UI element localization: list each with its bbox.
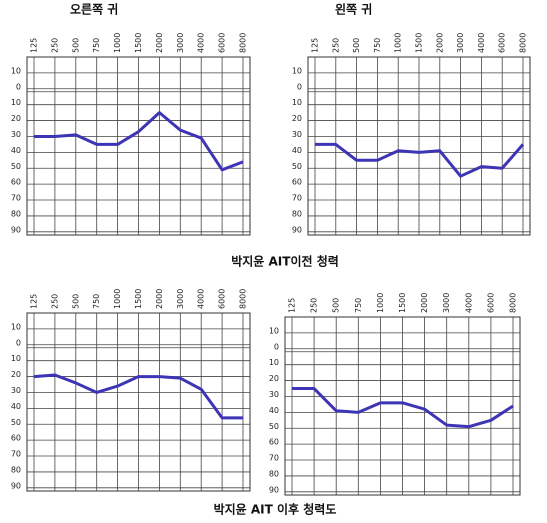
y-tick-label: 50 [292, 162, 302, 171]
x-tick-label: 3000 [176, 289, 185, 309]
y-tick-label: 10 [269, 326, 279, 335]
y-tick-label: 40 [269, 406, 279, 415]
x-tick-label: 125 [288, 298, 297, 313]
y-tick-label: 50 [11, 162, 21, 171]
y-tick-label: 90 [11, 481, 21, 490]
y-tick-label: 80 [11, 209, 21, 218]
x-tick-label: 6000 [498, 33, 507, 53]
y-tick-label: 20 [269, 374, 279, 383]
x-tick-label: 1500 [398, 293, 407, 313]
y-tick-label: 90 [11, 225, 21, 234]
y-tick-label: 40 [292, 146, 302, 155]
x-tick-label: 500 [71, 38, 80, 53]
y-tick-label: 60 [269, 438, 279, 447]
y-tick-label: 0 [274, 342, 279, 351]
x-tick-label: 125 [30, 38, 39, 53]
y-tick-label: 50 [269, 422, 279, 431]
threshold-line [292, 387, 514, 429]
x-tick-label: 500 [71, 294, 80, 309]
x-tick-label: 2000 [435, 33, 444, 53]
x-tick-label: 8000 [519, 33, 528, 53]
y-tick-label: 10 [11, 98, 21, 107]
x-tick-label: 250 [50, 38, 59, 53]
x-tick-label: 250 [50, 294, 59, 309]
x-tick-label: 1000 [394, 33, 403, 53]
x-tick-label: 750 [373, 38, 382, 53]
y-tick-label: 80 [292, 209, 302, 218]
x-tick-label: 2000 [155, 289, 164, 309]
x-tick-label: 750 [92, 294, 101, 309]
y-tick-label: 30 [292, 130, 302, 139]
x-tick-label: 1500 [134, 33, 143, 53]
x-tick-label: 3000 [176, 33, 185, 53]
x-tick-label: 6000 [218, 289, 227, 309]
x-tick-label: 750 [92, 38, 101, 53]
x-tick-label: 2000 [420, 293, 429, 313]
y-tick-label: 70 [11, 194, 21, 203]
y-tick-label: 40 [11, 402, 21, 411]
x-tick-label: 4000 [477, 33, 486, 53]
y-tick-label: 70 [269, 454, 279, 463]
x-tick-label: 750 [354, 298, 363, 313]
y-tick-label: 10 [269, 358, 279, 367]
x-tick-label: 8000 [239, 289, 248, 309]
x-tick-label: 8000 [509, 293, 518, 313]
y-tick-label: 50 [11, 418, 21, 427]
x-tick-label: 1000 [113, 289, 122, 309]
x-tick-label: 1000 [376, 293, 385, 313]
x-tick-label: 3000 [442, 293, 451, 313]
x-tick-label: 4000 [197, 289, 206, 309]
y-tick-label: 0 [16, 82, 21, 91]
y-tick-label: 0 [16, 338, 21, 347]
y-tick-label: 90 [292, 225, 302, 234]
x-tick-label: 500 [332, 298, 341, 313]
y-tick-label: 0 [297, 82, 302, 91]
caption: 박지윤 AIT이전 청력 [231, 254, 339, 269]
caption: 박지윤 AIT 이후 청력도 [214, 502, 337, 517]
x-tick-label: 4000 [464, 293, 473, 313]
y-tick-label: 70 [292, 194, 302, 203]
x-tick-label: 6000 [218, 33, 227, 53]
x-tick-label: 2000 [155, 33, 164, 53]
x-tick-label: 3000 [456, 33, 465, 53]
y-tick-label: 10 [292, 98, 302, 107]
y-tick-label: 90 [269, 485, 279, 494]
y-tick-label: 10 [11, 66, 21, 75]
x-tick-label: 125 [311, 38, 320, 53]
x-tick-label: 500 [352, 38, 361, 53]
threshold-line [33, 373, 243, 420]
threshold-line [315, 142, 525, 178]
x-tick-label: 250 [331, 38, 340, 53]
y-tick-label: 20 [11, 370, 21, 379]
x-tick-label: 1500 [134, 289, 143, 309]
y-tick-label: 40 [11, 146, 21, 155]
y-tick-label: 60 [292, 178, 302, 187]
chart-title: 왼쪽 귀 [335, 2, 372, 17]
y-tick-label: 70 [11, 450, 21, 459]
threshold-line [34, 111, 244, 172]
chart-title: 오른쪽 귀 [70, 2, 118, 17]
y-tick-label: 30 [11, 386, 21, 395]
y-tick-label: 10 [11, 354, 21, 363]
y-tick-label: 30 [11, 130, 21, 139]
x-tick-label: 8000 [239, 33, 248, 53]
y-tick-label: 10 [292, 66, 302, 75]
y-tick-label: 30 [269, 390, 279, 399]
y-tick-label: 20 [11, 114, 21, 123]
x-tick-label: 250 [310, 298, 319, 313]
y-tick-label: 60 [11, 178, 21, 187]
x-tick-label: 4000 [197, 33, 206, 53]
y-tick-label: 80 [11, 465, 21, 474]
x-tick-label: 125 [30, 294, 39, 309]
y-tick-label: 10 [11, 322, 21, 331]
y-tick-label: 60 [11, 434, 21, 443]
x-tick-label: 6000 [486, 293, 495, 313]
y-tick-label: 80 [269, 469, 279, 478]
y-tick-label: 20 [292, 114, 302, 123]
x-tick-label: 1500 [415, 33, 424, 53]
x-tick-label: 1000 [113, 33, 122, 53]
